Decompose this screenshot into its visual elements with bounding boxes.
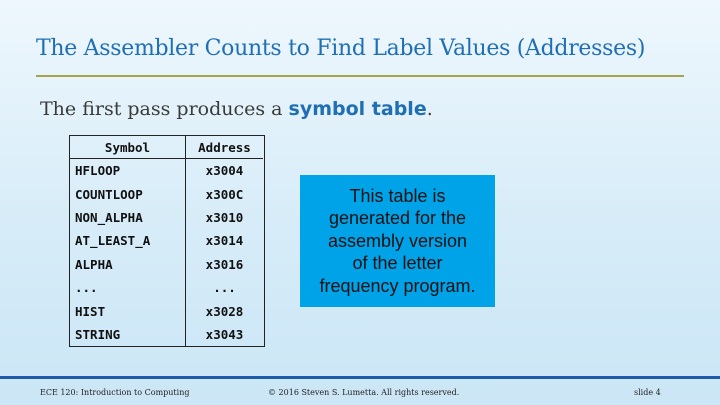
slide-title: The Assembler Counts to Find Label Value… (36, 36, 646, 61)
symbol-cell: ALPHA (70, 252, 186, 276)
symbol-cell: AT_LEAST_A (70, 229, 186, 253)
title-divider (36, 75, 684, 77)
symbol-table: Symbol Address HFLOOP x3004 COUNTLOOP x3… (70, 136, 263, 347)
footer-course: ECE 120: Introduction to Computing (40, 388, 190, 397)
subtitle-text: The first pass produces a (40, 98, 289, 120)
address-cell: x3028 (205, 303, 244, 319)
table-row: NON_ALPHA x3010 (70, 205, 263, 230)
symbol-cell: COUNTLOOP (70, 182, 186, 206)
address-cell: x3016 (205, 256, 244, 272)
callout-line: generated for the (328, 208, 467, 229)
column-header-symbol: Symbol (70, 136, 186, 159)
symbol-cell: NON_ALPHA (70, 205, 186, 230)
footer-slide-number: slide 4 (634, 388, 661, 397)
footer-copyright: © 2016 Steven S. Lumetta. All rights res… (268, 388, 460, 397)
table-row: COUNTLOOP x300C (70, 182, 263, 206)
callout-line: of the letter (352, 253, 443, 274)
callout-text: This table is generated for the assembly… (319, 185, 475, 298)
table-row: ... ... (70, 275, 263, 300)
column-header-address: Address (185, 136, 263, 159)
address-cell: x300C (205, 186, 244, 202)
callout-line: This table is (349, 185, 446, 206)
table-row: HFLOOP x3004 (70, 158, 263, 183)
symbol-cell: STRING (70, 322, 186, 347)
address-cell: x3014 (205, 233, 244, 249)
table-row: AT_LEAST_A x3014 (70, 229, 263, 253)
table-row: STRING x3043 (70, 322, 263, 347)
table-row: ALPHA x3016 (70, 252, 263, 276)
symbol-cell: HIST (70, 299, 186, 323)
slide-subtitle: The first pass produces a symbol table. (40, 98, 433, 120)
callout-line: frequency program. (319, 275, 476, 296)
callout-box: This table is generated for the assembly… (300, 175, 495, 307)
callout-line: assembly version (327, 230, 468, 251)
symbol-cell: HFLOOP (70, 158, 186, 183)
address-cell: ... (213, 280, 236, 296)
table-row: HIST x3028 (70, 299, 263, 323)
subtitle-period: . (426, 98, 433, 120)
address-cell: x3004 (205, 163, 244, 179)
address-cell: x3043 (205, 326, 244, 342)
footer-bar (0, 376, 720, 379)
address-cell: x3010 (205, 209, 244, 225)
symbol-cell: ... (70, 275, 186, 300)
subtitle-keyword: symbol table (288, 98, 427, 120)
table-header-row: Symbol Address (70, 136, 263, 159)
